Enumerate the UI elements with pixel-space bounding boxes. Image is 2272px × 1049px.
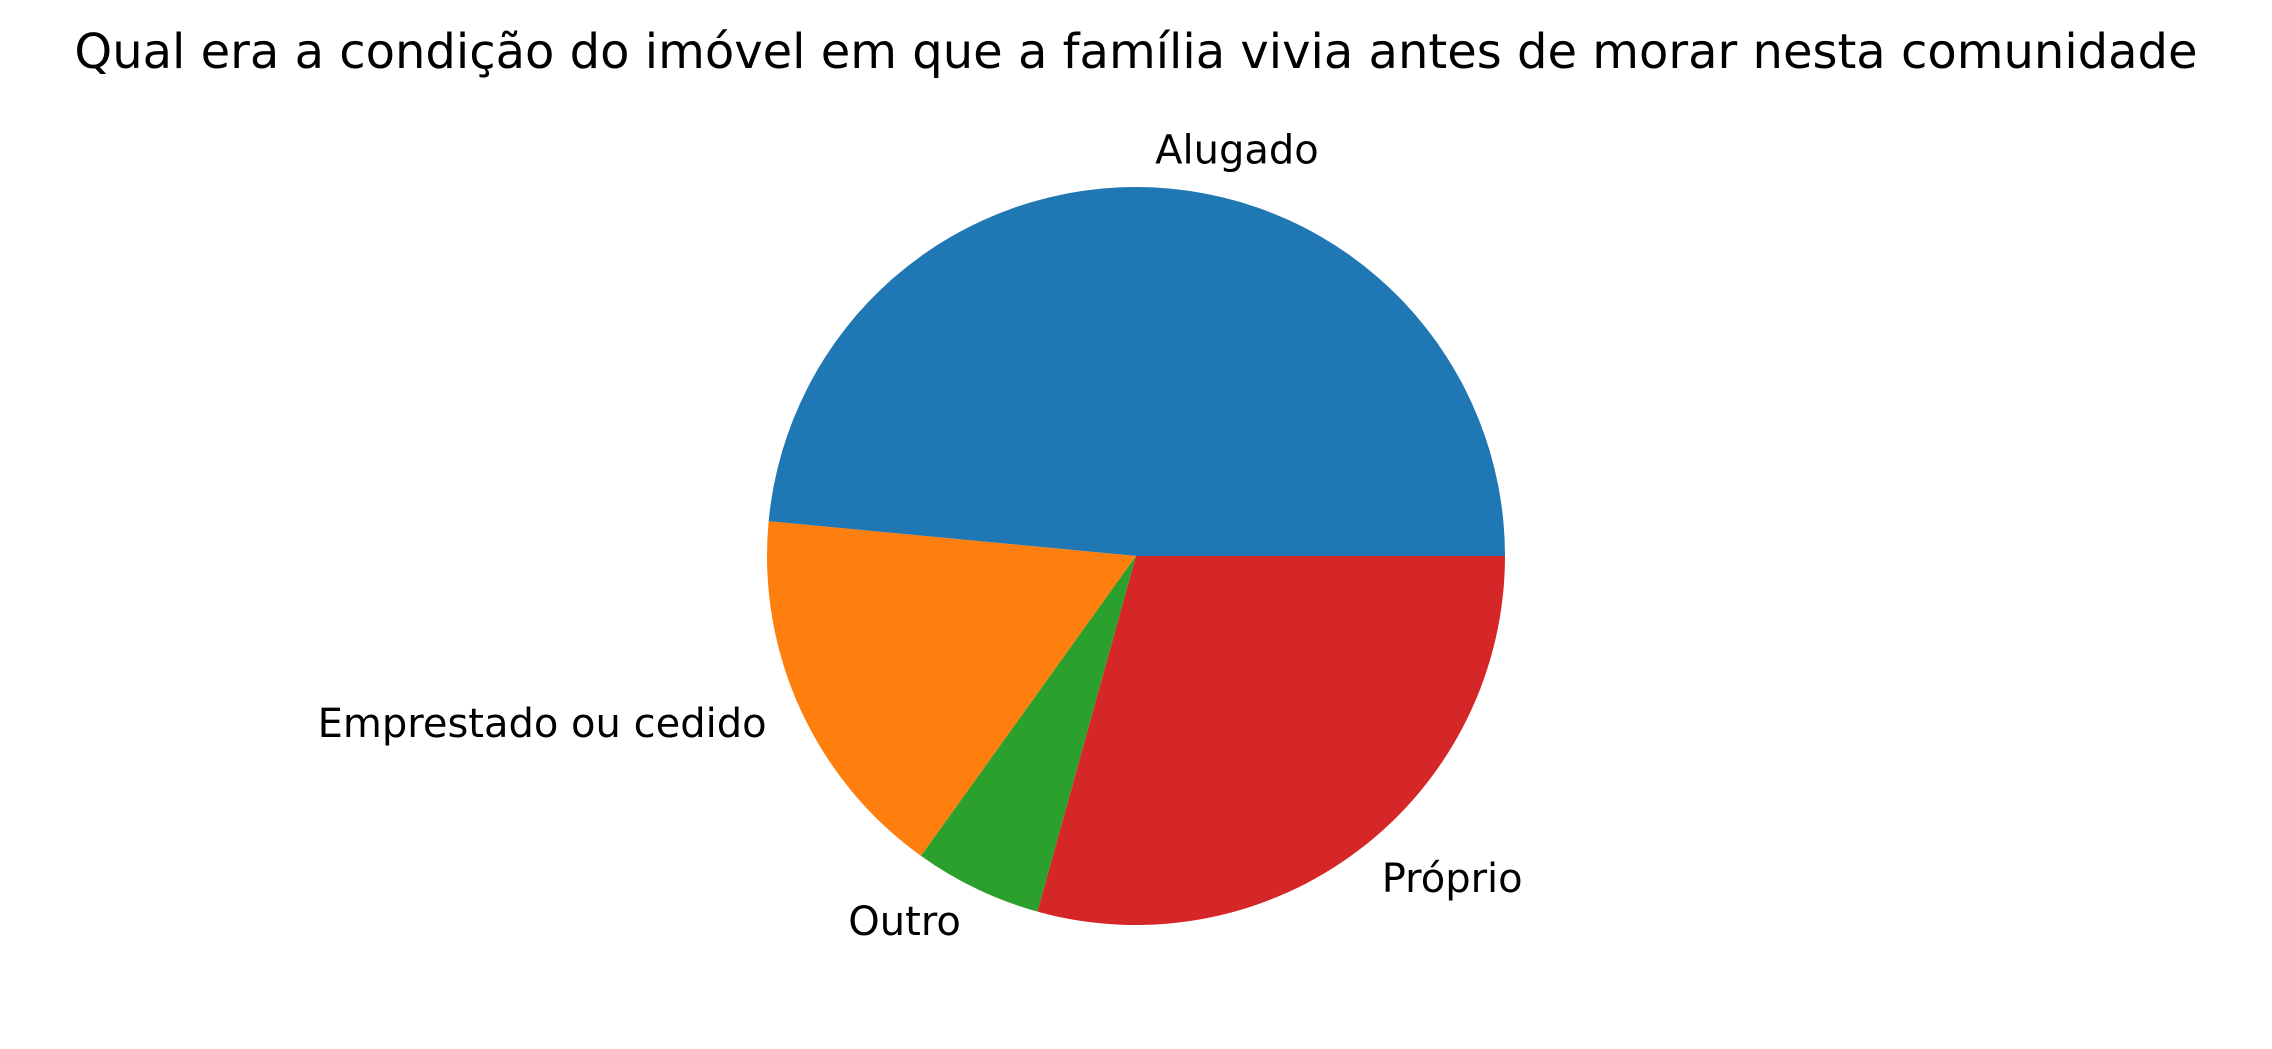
pie-slice-emprestado-ou-cedido	[767, 521, 1136, 856]
pie-label-alugado: Alugado	[1155, 128, 1319, 174]
pie-label-emprestado-ou-cedido: Emprestado ou cedido	[318, 701, 767, 747]
pie-slice-alugado	[768, 186, 1505, 557]
pie-labels: Alugado Emprestado ou cedido Outro Próprio	[318, 128, 1523, 946]
pie-label-outro: Outro	[848, 899, 961, 945]
pie-label-proprio: Próprio	[1382, 856, 1523, 902]
pie-slices	[767, 186, 1505, 925]
chart-title: Qual era a condição do imóvel em que a f…	[74, 24, 2197, 80]
pie-slice-proprio	[1037, 556, 1505, 925]
pie-slice-outro	[920, 556, 1136, 912]
